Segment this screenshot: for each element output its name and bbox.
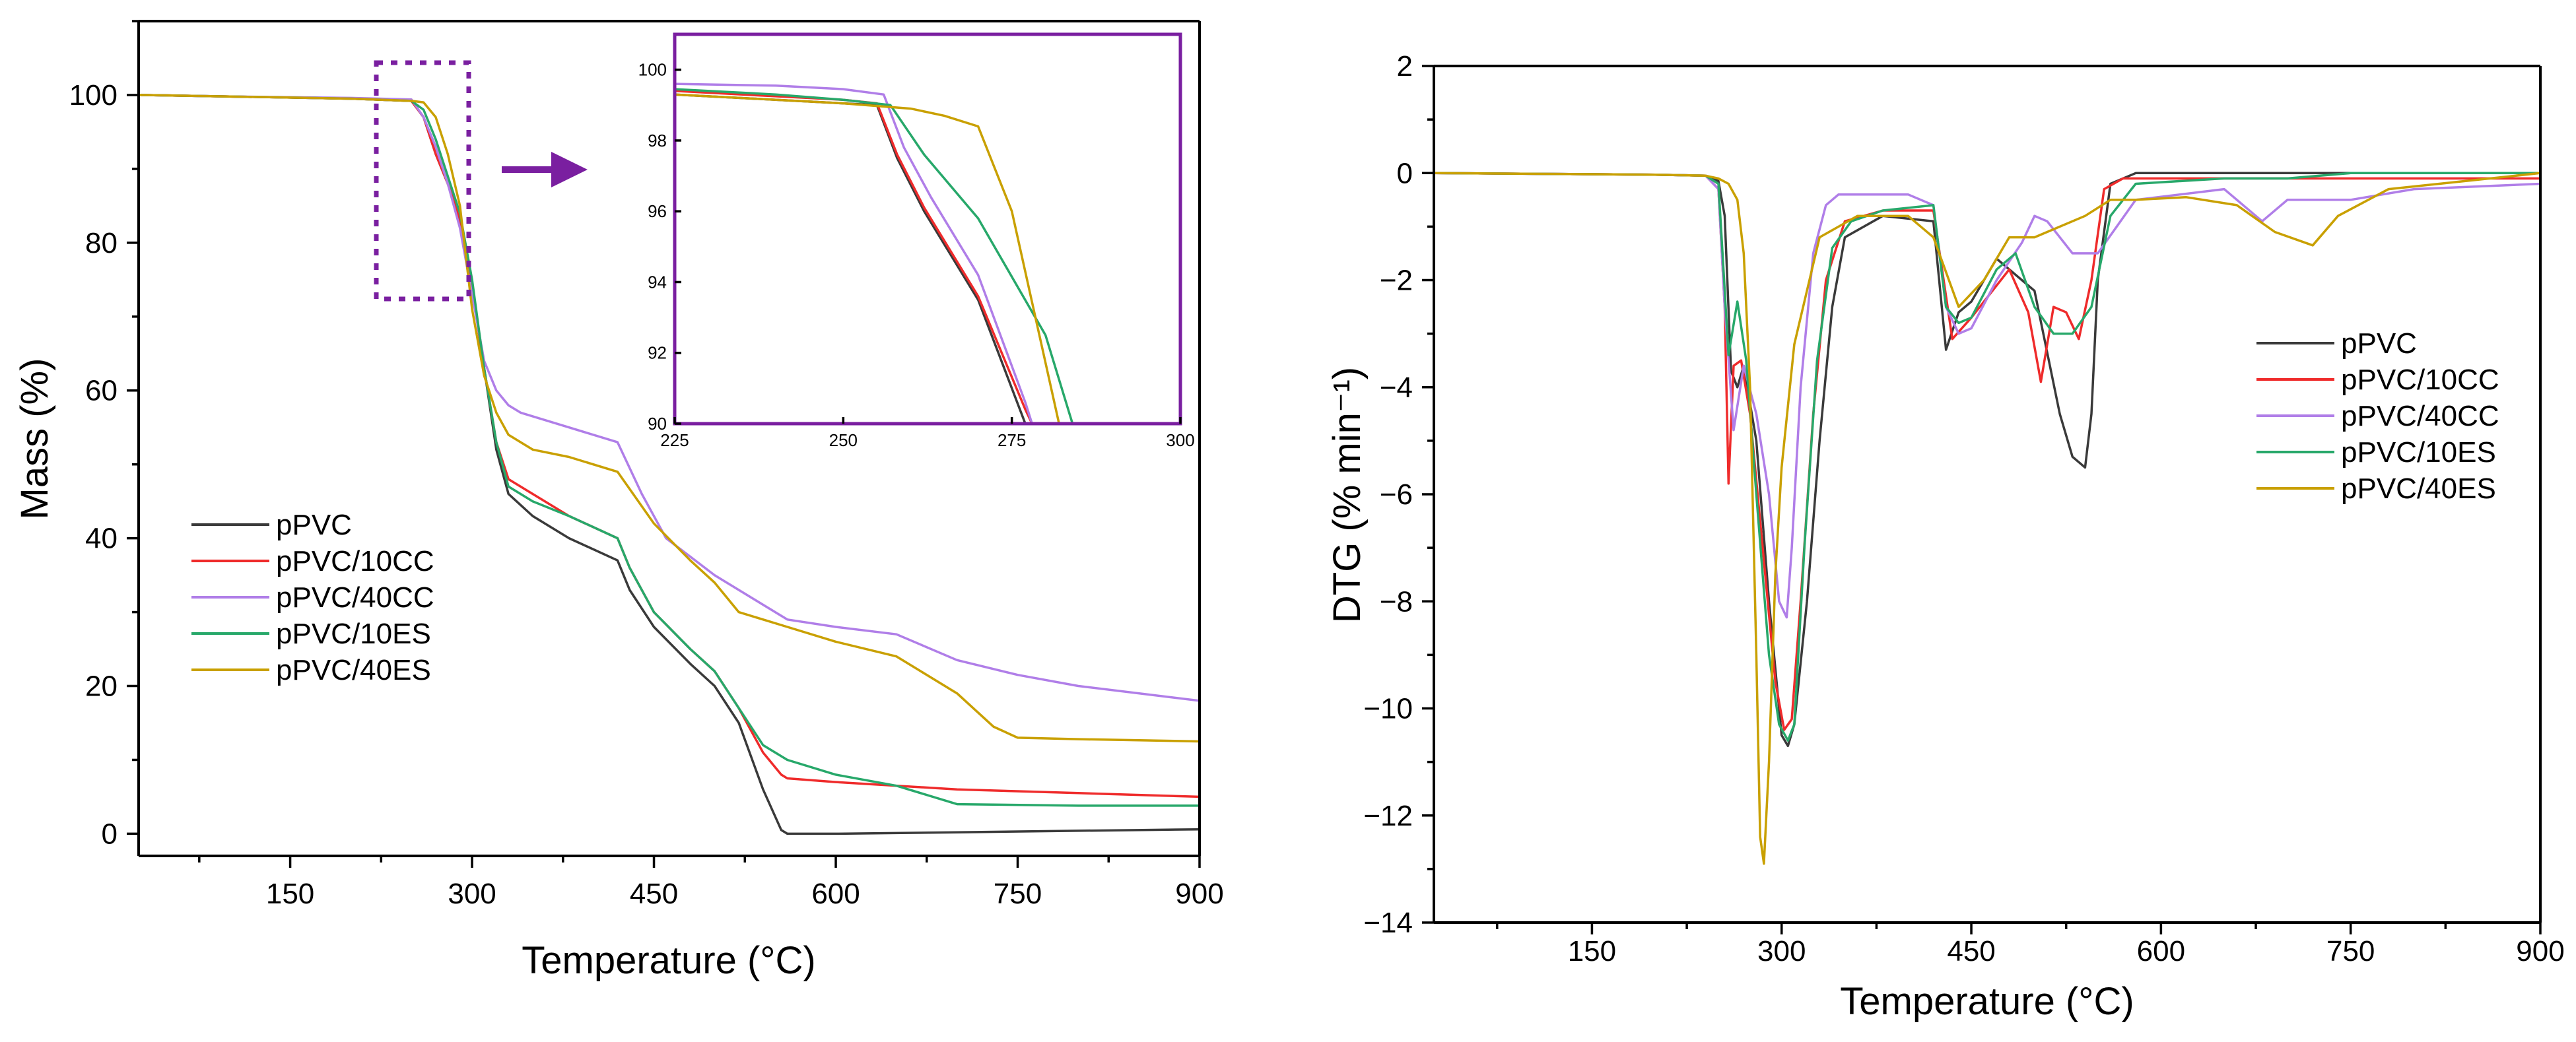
- tga-legend-label-ppvc-40es: pPVC/40ES: [276, 654, 431, 686]
- tga-ytick-label: 0: [102, 818, 118, 850]
- tga-series-layer: [139, 94, 1200, 835]
- dtg-xtick-label: 150: [1568, 935, 1616, 967]
- tga-xtick-label: 750: [994, 878, 1042, 910]
- tga-legend-label-ppvc-10cc: pPVC/10CC: [276, 545, 434, 577]
- dtg-ytick-label: −14: [1363, 907, 1413, 939]
- dtg-ytick-label: −8: [1380, 585, 1413, 618]
- tga-series-ppvc-40cc: [139, 94, 1200, 702]
- dtg-ticks: 150 300 450 600 750 900 −14 −12 −10 −8 −6 −4 −2 0 2: [1363, 50, 2564, 967]
- dtg-series-ppvc-40cc: [1434, 172, 2540, 619]
- dtg-xtick-label: 750: [2326, 935, 2375, 967]
- dtg-ytick-label: −12: [1363, 800, 1413, 832]
- tga-panel: 150 300 450 600 750 900 0 20 40 60 80 100 Temperatu…: [13, 20, 1224, 982]
- dtg-ytick-label: −10: [1363, 693, 1413, 725]
- inset-series-ppvc-10cc: [675, 90, 1034, 424]
- tga-y-axis-title: Mass (%): [13, 358, 56, 520]
- inset-frame: [673, 32, 1182, 426]
- inset-ytick-label: 92: [648, 343, 667, 363]
- inset-ticks: 225 250 275 300 90 92 94 96 98 100: [638, 60, 1195, 450]
- inset-ytick-label: 100: [638, 60, 667, 80]
- dtg-legend-label-ppvc-40cc: pPVC/40CC: [2341, 400, 2499, 432]
- tga-ytick-label: 60: [85, 375, 118, 407]
- dtg-y-axis-title: DTG (% min⁻¹): [1326, 367, 1369, 623]
- inset-series-ppvc-40es: [675, 93, 1060, 424]
- dtg-ytick-label: −2: [1380, 265, 1413, 297]
- dtg-ytick-label: −6: [1380, 478, 1413, 511]
- dtg-legend-label-ppvc-40es: pPVC/40ES: [2341, 472, 2496, 505]
- inset-ytick-label: 96: [648, 201, 667, 221]
- tga-xtick-label: 900: [1175, 878, 1223, 910]
- inset-ytick-label: 94: [648, 272, 667, 292]
- dtg-ytick-label: 2: [1397, 50, 1413, 82]
- dtg-ytick-label: −4: [1380, 372, 1413, 404]
- inset-xtick-label: 225: [660, 430, 689, 450]
- tga-ytick-label: 20: [85, 670, 118, 703]
- inset-ytick-label: 90: [648, 414, 667, 434]
- dtg-legend-label-ppvc-10es: pPVC/10ES: [2341, 436, 2496, 469]
- dtg-series-layer: [1434, 172, 2540, 865]
- tga-xtick-label: 450: [630, 878, 678, 910]
- dtg-ytick-label: 0: [1397, 157, 1413, 189]
- tga-series-ppvc-40es: [139, 94, 1200, 743]
- tga-legend: pPVC pPVC/10CC pPVC/40CC pPVC/10ES pPVC/40ES: [191, 509, 434, 686]
- dtg-x-axis-title: Temperature (°C): [1840, 980, 2134, 1023]
- tga-series-ppvc-10es: [139, 94, 1200, 807]
- inset-series-ppvc-40cc: [675, 82, 1034, 424]
- dtg-legend-label-ppvc: pPVC: [2341, 327, 2417, 360]
- inset-xtick-label: 275: [998, 430, 1026, 450]
- tga-ytick-label: 40: [85, 523, 118, 555]
- inset-xtick-label: 250: [829, 430, 858, 450]
- inset-ytick-label: 98: [648, 131, 667, 150]
- dtg-xtick-label: 600: [2137, 935, 2185, 967]
- tga-x-axis-title: Temperature (°C): [522, 939, 815, 982]
- tga-xtick-label: 150: [266, 878, 314, 910]
- dtg-series-ppvc-10cc: [1434, 172, 2540, 731]
- inset-series-layer: [675, 82, 1074, 424]
- dtg-legend-label-ppvc-10cc: pPVC/10CC: [2341, 364, 2499, 396]
- tga-legend-label-ppvc: pPVC: [276, 509, 352, 541]
- arrow-icon: [502, 152, 588, 187]
- tga-ytick-label: 80: [85, 227, 118, 259]
- tga-inset: 225 250 275 300 90 92 94 96 98 100: [638, 32, 1195, 450]
- dtg-panel: 150 300 450 600 750 900 −14 −12 −10 −8 −6 −4 −2 0 2 Te…: [1326, 50, 2565, 1023]
- tga-xtick-label: 300: [448, 878, 496, 910]
- dtg-xtick-label: 450: [1947, 935, 1995, 967]
- zoom-region-box: [374, 60, 471, 302]
- tga-legend-label-ppvc-10es: pPVC/10ES: [276, 618, 431, 650]
- dtg-xtick-label: 900: [2516, 935, 2564, 967]
- dtg-xtick-label: 300: [1757, 935, 1806, 967]
- dtg-series-ppvc-40es: [1434, 172, 2540, 865]
- tga-ytick-label: 100: [69, 79, 118, 112]
- inset-xtick-label: 300: [1166, 430, 1194, 450]
- tga-ticks: 150 300 450 600 750 900 0 20 40 60 80 100: [69, 20, 1224, 910]
- tga-xtick-label: 600: [811, 878, 860, 910]
- tga-legend-label-ppvc-40cc: pPVC/40CC: [276, 581, 434, 614]
